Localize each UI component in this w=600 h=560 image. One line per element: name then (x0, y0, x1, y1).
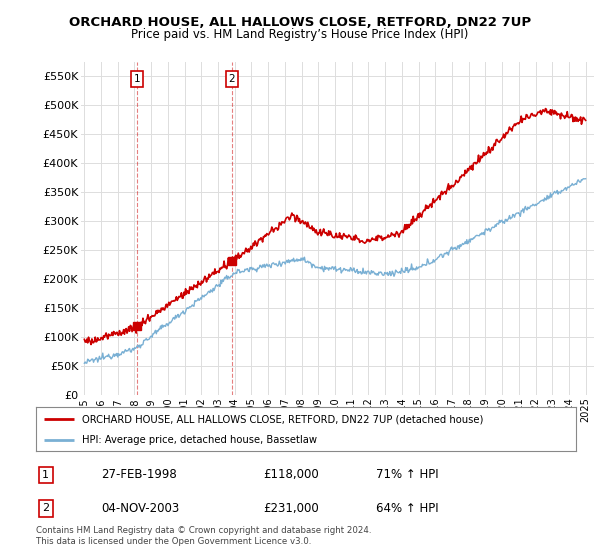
Text: 64% ↑ HPI: 64% ↑ HPI (376, 502, 439, 515)
Text: 71% ↑ HPI: 71% ↑ HPI (376, 468, 439, 482)
Text: ORCHARD HOUSE, ALL HALLOWS CLOSE, RETFORD, DN22 7UP (detached house): ORCHARD HOUSE, ALL HALLOWS CLOSE, RETFOR… (82, 414, 483, 424)
Text: HPI: Average price, detached house, Bassetlaw: HPI: Average price, detached house, Bass… (82, 435, 317, 445)
Text: Contains HM Land Registry data © Crown copyright and database right 2024.
This d: Contains HM Land Registry data © Crown c… (36, 526, 371, 546)
Text: 04-NOV-2003: 04-NOV-2003 (101, 502, 179, 515)
Text: 2: 2 (229, 74, 235, 84)
Text: 1: 1 (134, 74, 140, 84)
Text: ORCHARD HOUSE, ALL HALLOWS CLOSE, RETFORD, DN22 7UP: ORCHARD HOUSE, ALL HALLOWS CLOSE, RETFOR… (69, 16, 531, 29)
Text: 1: 1 (42, 470, 49, 480)
Text: Price paid vs. HM Land Registry’s House Price Index (HPI): Price paid vs. HM Land Registry’s House … (131, 28, 469, 41)
Text: 2: 2 (42, 503, 49, 514)
Text: 27-FEB-1998: 27-FEB-1998 (101, 468, 176, 482)
Text: £118,000: £118,000 (263, 468, 319, 482)
Text: £231,000: £231,000 (263, 502, 319, 515)
